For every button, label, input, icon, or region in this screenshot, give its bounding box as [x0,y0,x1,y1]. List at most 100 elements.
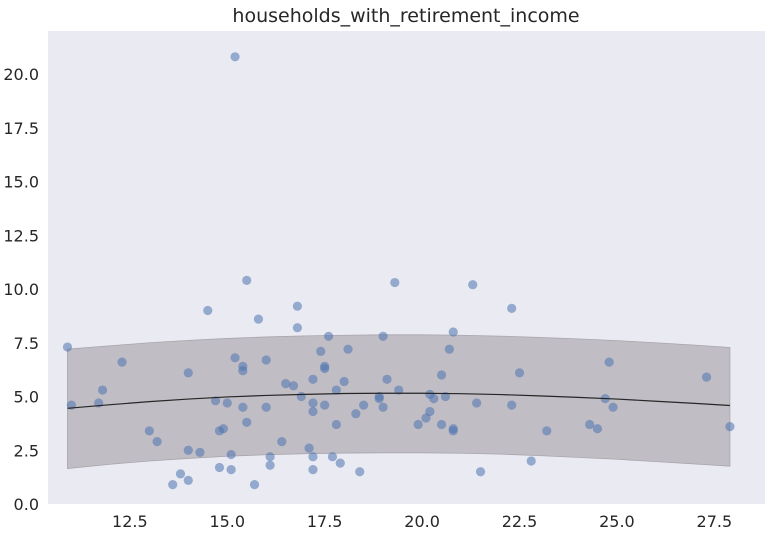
data-point [339,376,349,387]
x-tick-label: 15.0 [209,512,245,531]
data-point [425,406,435,417]
x-tick-label: 20.0 [404,512,440,531]
data-point [316,346,326,356]
data-point [296,391,306,402]
x-tick-label: 25.0 [599,512,635,531]
data-point [183,445,193,455]
data-point [265,460,275,470]
data-point [304,443,314,453]
data-point [238,402,248,412]
confidence-band [67,334,731,469]
y-tick-label: 2.5 [14,441,39,460]
data-point [507,400,517,410]
data-point [183,368,193,378]
data-point [175,469,186,479]
data-point [585,419,595,430]
data-point [308,374,318,384]
data-point [436,419,447,430]
data-point [542,426,552,436]
fit-line [67,392,730,409]
data-point [218,424,228,434]
chart-title: households_with_retirement_income [232,5,579,27]
data-point [608,402,618,412]
x-tick-label: 22.5 [502,512,538,531]
data-point [261,355,271,365]
data-point [514,368,525,378]
data-point [374,394,384,404]
data-point [475,467,486,477]
data-point [592,424,603,434]
data-point [214,462,225,473]
data-point [320,363,330,374]
data-point [331,419,341,430]
data-point [394,385,404,395]
data-point [390,277,400,288]
data-point [288,381,299,391]
data-point [265,452,275,462]
data-point [320,400,330,410]
y-tick-label: 5.0 [14,388,39,407]
data-point [183,475,193,485]
data-point [725,422,735,432]
data-point [144,426,154,436]
data-point [62,342,73,352]
data-point [117,357,127,367]
fit-line-layer [67,392,730,409]
data-point [226,449,236,460]
y-tick-label: 15.0 [3,173,39,192]
data-point [436,370,447,380]
data-point [97,385,108,395]
data-point [378,331,388,341]
data-point [604,357,614,367]
data-point [308,465,318,475]
y-tick-label: 12.5 [3,226,39,245]
data-point [468,280,478,290]
data-point [253,314,264,324]
data-point [210,396,221,406]
x-tick-label: 12.5 [112,512,148,531]
data-point [222,398,232,408]
x-axis-ticks: 12.5 15.0 17.5 20.0 22.5 25.0 27.5 [112,512,732,531]
data-point [238,366,248,376]
y-tick-label: 7.5 [14,334,39,353]
data-point [292,301,302,311]
data-point [448,327,458,337]
data-point [448,426,458,436]
data-point [413,419,423,430]
data-point [343,344,353,354]
data-point [203,305,213,316]
data-point [507,303,517,313]
data-point [472,398,482,408]
x-tick-label: 17.5 [307,512,343,531]
data-point [378,402,388,412]
data-point [249,480,260,490]
y-tick-label: 17.5 [3,119,39,138]
data-point [308,452,318,462]
data-point [429,394,439,404]
data-point [230,353,240,363]
data-point [335,458,345,468]
data-point [308,406,318,417]
data-point [277,437,287,447]
y-tick-label: 20.0 [3,65,39,84]
data-point [327,452,338,462]
data-point [382,374,392,384]
data-point [152,437,162,447]
data-point [355,467,365,477]
data-point [242,417,252,427]
data-point [261,402,271,412]
data-point [331,385,341,395]
data-point [323,331,334,341]
data-point [292,323,302,333]
data-point [281,379,291,389]
data-point [195,447,205,457]
data-point [230,52,240,62]
y-tick-label: 0.0 [14,495,39,514]
data-point [308,398,318,408]
data-point [168,480,178,490]
data-point [444,344,454,354]
data-point [526,456,536,466]
y-axis-ticks: 0.0 2.5 5.0 7.5 10.0 12.5 15.0 17.5 20.0 [3,65,39,514]
data-point [242,275,252,285]
